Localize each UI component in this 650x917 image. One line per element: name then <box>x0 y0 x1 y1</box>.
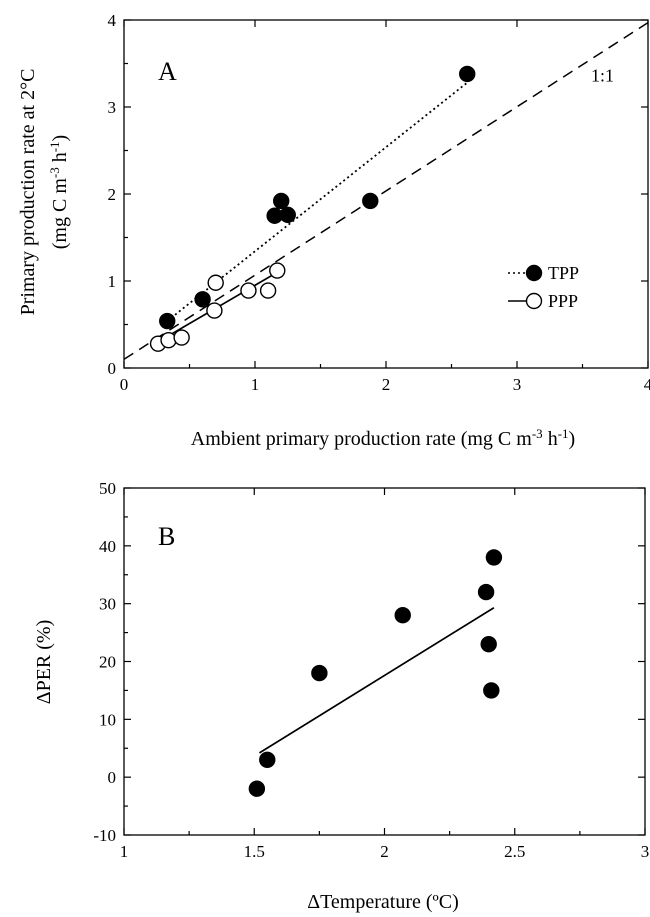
panel-b-point-series <box>483 682 500 699</box>
panel-b-point-series <box>248 780 266 797</box>
panel-b-x-axis-title: ΔTemperature (ºC) <box>307 891 458 913</box>
panel-b-plot-frame <box>123 487 646 836</box>
panel-a-y-tick-label: 4 <box>108 11 117 30</box>
panel-a-point-tpp <box>159 312 176 330</box>
legend-marker-tpp <box>525 264 543 282</box>
panel-a-fit-line-tpp <box>166 81 468 322</box>
panel-a-y-axis-title-line2: (mg C m-3 h-1) <box>47 135 71 249</box>
panel-a-point-ppp <box>173 329 190 346</box>
panel-a-point-tpp <box>362 192 379 210</box>
panel-b-x-tick-label: 2 <box>380 842 389 861</box>
panel-a-point-tpp <box>459 65 476 83</box>
panel-a-x-tick-label: 0 <box>120 375 129 394</box>
panel-a-y-axis-title-line1: Primary production rate at 2°C <box>17 69 39 316</box>
panel-a-point-ppp <box>240 282 257 299</box>
panel-b-point-series <box>485 549 503 566</box>
panel-b-fit-line-series <box>259 606 495 754</box>
panel-b-x-tick-label: 1 <box>120 842 129 861</box>
panel-a-point-ppp <box>206 302 223 319</box>
panel-b-x-tick-label: 3 <box>641 842 650 861</box>
panel-a-point-ppp <box>207 274 224 291</box>
panel-a-point-ppp <box>269 262 286 279</box>
panel-a-point-ppp <box>259 282 277 299</box>
legend-label-tpp: TPP <box>548 263 579 283</box>
legend-label-ppp: PPP <box>548 291 578 311</box>
panel-b-point-series <box>311 664 328 682</box>
panel-b-y-tick-label: 50 <box>99 479 116 498</box>
panel-a-x-tick-label: 3 <box>513 375 522 394</box>
panel-b-y-tick-label: -10 <box>93 826 116 845</box>
panel-a-x-tick-label: 4 <box>644 375 650 394</box>
panel-a-x-axis-title: Ambient primary production rate (mg C m-… <box>191 426 575 450</box>
panel-b-y-axis-title: ΔPER (%) <box>33 620 55 705</box>
panel-b: ΔPER (%) ΔTemperature (ºC) B 1 1.5 2 2.5 3 -1… <box>33 479 649 913</box>
panel-a-x-tick-label: 1 <box>251 375 260 394</box>
panel-a-y-tick-label: 0 <box>108 359 117 378</box>
panel-b-x-tick-label: 2.5 <box>504 842 525 861</box>
panel-b-y-tick-label: 30 <box>99 595 116 614</box>
panel-b-x-tick-label: 1.5 <box>244 842 265 861</box>
panel-b-y-tick-label: 20 <box>99 653 116 672</box>
panel-a-point-tpp <box>194 291 211 308</box>
panel-a: Primary production rate at 2°C (mg C m-3… <box>17 11 650 450</box>
panel-b-y-tick-label: 10 <box>99 710 116 729</box>
panel-a-x-tick-label: 2 <box>382 375 391 394</box>
panel-b-point-series <box>480 635 497 653</box>
panel-a-point-tpp <box>279 206 296 224</box>
panel-b-letter: B <box>158 522 175 551</box>
panel-b-y-tick-label: 0 <box>108 768 117 787</box>
panel-b-y-tick-label: 40 <box>99 537 116 556</box>
panel-a-one-to-one-line <box>123 21 649 360</box>
panel-a-letter: A <box>158 57 177 86</box>
panel-b-point-series <box>394 607 411 624</box>
panel-a-y-tick-label: 2 <box>108 185 117 204</box>
panel-b-point-series <box>259 751 276 769</box>
legend-marker-ppp <box>525 292 543 310</box>
panel-b-point-series <box>477 583 495 601</box>
panel-a-point-tpp <box>273 192 290 210</box>
panel-a-one-to-one-label: 1:1 <box>591 66 614 86</box>
panel-a-point-ppp <box>160 331 177 349</box>
panel-a-y-tick-label: 3 <box>108 98 117 117</box>
panel-a-y-tick-label: 1 <box>108 272 117 291</box>
